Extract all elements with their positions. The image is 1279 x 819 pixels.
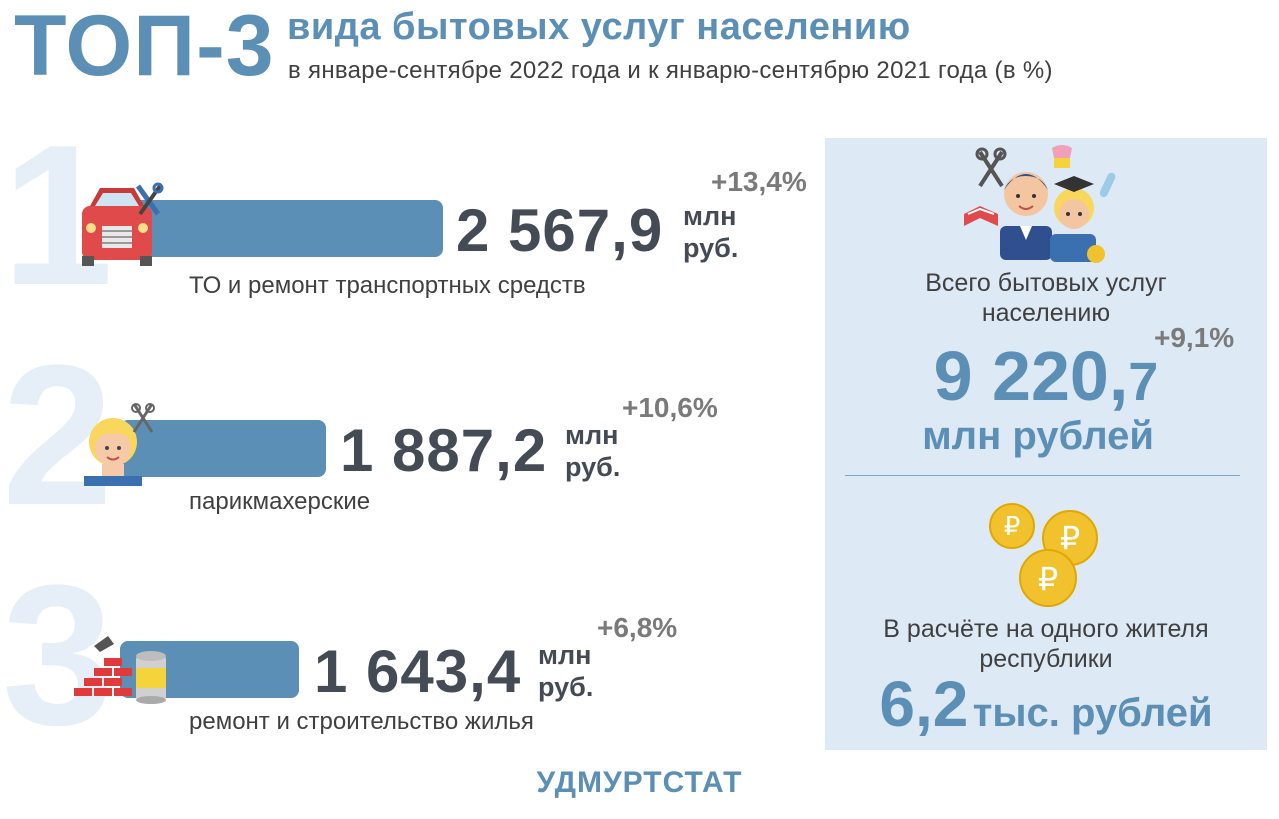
change-1: +13,4%	[711, 166, 807, 197]
bar-2	[120, 420, 326, 477]
total-change: +9,1%	[1154, 322, 1235, 353]
value-2: 1 887,2	[340, 417, 548, 484]
svg-text:₽: ₽	[1038, 560, 1058, 598]
total-value-main: 9 220,	[933, 337, 1129, 415]
rank-number-3: 3	[2, 544, 114, 767]
ruble-coins-icon: ₽ ₽ ₽	[986, 500, 1106, 615]
value-3: 1 643,4	[314, 638, 522, 705]
service-workers-icon	[962, 144, 1132, 269]
total-value-tail: 7	[1128, 352, 1159, 412]
total-label: Всего бытовых услуг населению	[925, 269, 1167, 327]
change-3: +6,8%	[597, 612, 678, 643]
unit-1-line1: млн	[683, 201, 737, 231]
construction-icon	[72, 632, 172, 709]
bar-1	[120, 200, 443, 257]
hairdresser-icon	[82, 402, 162, 493]
svg-text:₽: ₽	[1004, 512, 1021, 542]
label-1: ТО и ремонт транспортных средств	[189, 272, 586, 299]
per-capita-number: 6,2	[879, 668, 969, 740]
page-title: вида бытовых услуг населению	[287, 6, 911, 48]
label-2: парикмахерские	[189, 488, 371, 515]
unit-2-line1: млн	[565, 420, 619, 450]
source-label: УДМУРТСТАТ	[536, 766, 743, 799]
unit-3-line1: млн	[538, 640, 592, 670]
unit-3-line2: руб.	[538, 672, 594, 702]
unit-2-line2: руб.	[565, 452, 621, 482]
value-1: 2 567,9	[456, 197, 664, 264]
page-subtitle: в январе-сентябре 2022 года и к январю-с…	[288, 57, 1053, 84]
change-2: +10,6%	[622, 392, 718, 423]
top-3-heading: ТОП-3	[14, 0, 275, 94]
total-unit: млн рублей	[922, 414, 1154, 458]
total-value: 9 220,7	[825, 336, 1267, 416]
label-3: ремонт и строительство жилья	[189, 708, 534, 735]
unit-1-line2: руб.	[683, 233, 739, 263]
per-capita-value: 6,2 тыс. рублей	[825, 666, 1267, 742]
per-capita-label: В расчёте на одного жителя республики	[883, 615, 1209, 673]
car-repair-icon	[78, 182, 168, 273]
panel-divider	[845, 475, 1240, 476]
svg-text:₽: ₽	[1060, 519, 1080, 557]
per-capita-unit: тыс. рублей	[972, 691, 1213, 735]
